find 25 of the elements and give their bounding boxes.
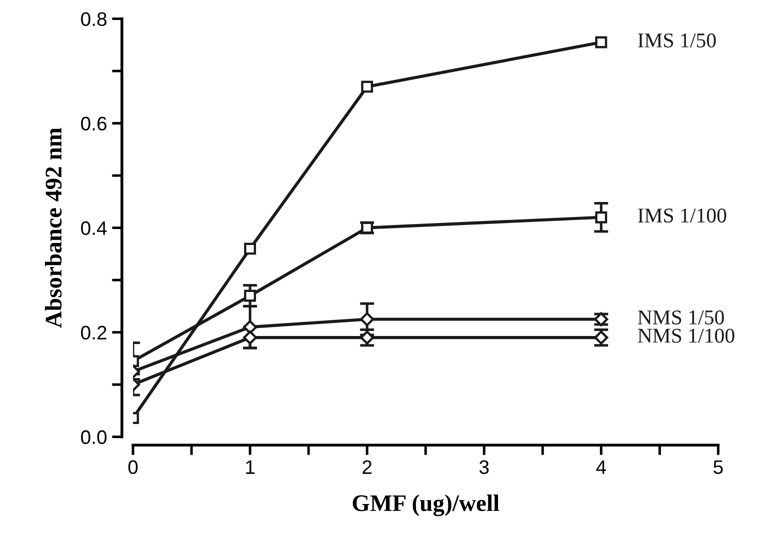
y-tick-label: 0.4 [81, 221, 107, 236]
point [243, 320, 258, 334]
x-tick-label: 5 [714, 460, 723, 474]
point [361, 80, 374, 93]
series-label: IMS 1/100 [638, 208, 726, 223]
series-label: IMS 1/50 [638, 33, 716, 48]
x-tick-label: 3 [479, 460, 489, 474]
x-tick-label: 4 [596, 460, 606, 474]
point [244, 242, 256, 255]
point [595, 36, 608, 48]
x-tick-label: 0 [128, 460, 138, 474]
y-tick-label: 0.2 [81, 326, 106, 340]
x-axis-title: GMF (ug)/well [352, 494, 500, 516]
series-label: NMS 1/100 [638, 328, 734, 343]
point [244, 290, 256, 302]
point [360, 312, 374, 326]
y-tick-label: 0.0 [81, 430, 107, 444]
series-label: NMS 1/50 [638, 310, 724, 324]
y-tick-label: 0.8 [81, 12, 106, 26]
y-tick-label: 0.6 [81, 116, 106, 131]
point [243, 330, 258, 345]
y-axis-title: Absorbance 492 nm [44, 128, 62, 328]
x-tick-label: 1 [246, 460, 254, 474]
x-tick-label: 2 [362, 460, 372, 474]
point [595, 211, 608, 224]
